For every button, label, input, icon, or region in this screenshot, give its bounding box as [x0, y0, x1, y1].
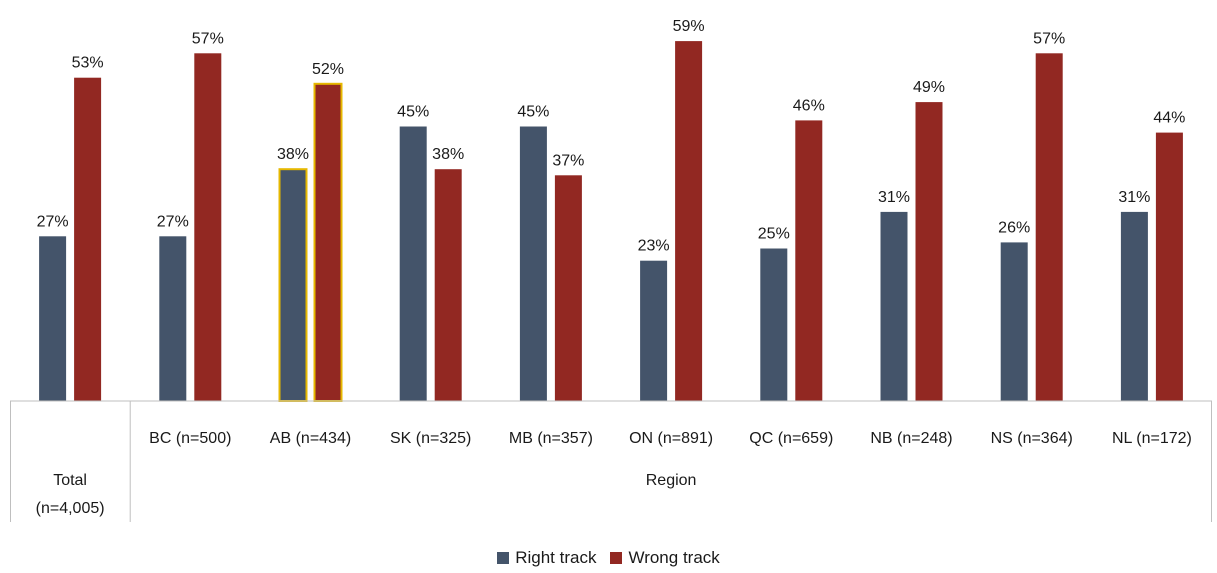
value-label-right-track-nb: 31% — [878, 189, 910, 206]
bar-wrong-track-ns — [1035, 53, 1063, 402]
bar-wrong-track-sk — [434, 169, 462, 401]
bar-right-track-qc — [760, 248, 788, 401]
value-label-wrong-track-nl: 44% — [1153, 110, 1185, 127]
bar-wrong-track-bc — [194, 53, 222, 402]
bar-right-track-nl — [1120, 211, 1148, 401]
value-label-right-track-ns: 26% — [998, 219, 1030, 236]
bar-right-track-ns — [1000, 242, 1028, 401]
tick-label-qc: QC (n=659) — [749, 430, 833, 447]
tick-label-ns: NS (n=364) — [991, 430, 1073, 447]
tick-label-sk: SK (n=325) — [390, 430, 471, 447]
value-label-right-track-sk: 45% — [397, 104, 429, 121]
legend-swatch-wrong-track — [610, 552, 623, 564]
value-label-right-track-qc: 25% — [758, 226, 790, 243]
value-label-right-track-bc: 27% — [157, 213, 189, 230]
value-label-right-track-on: 23% — [638, 238, 670, 255]
category-axis-table: Total (n=4,005) BC (n=500) AB (n=434) SK (n=… — [10, 400, 1212, 522]
tick-label-mb: MB (n=357) — [509, 430, 593, 447]
group-label-region: Region — [646, 472, 697, 489]
bar-chart: 27% 53% 27% 57% 38% 52% 45% 38% 45% 37% 23% 59% 25% 4… — [10, 18, 1212, 522]
bar-right-track-bc — [159, 236, 187, 401]
bar-wrong-track-nl — [1155, 132, 1183, 401]
bar-wrong-track-qc — [795, 120, 823, 402]
bar-right-track-nb — [880, 211, 908, 401]
value-label-wrong-track-mb: 37% — [552, 152, 584, 169]
value-label-right-track-mb: 45% — [517, 104, 549, 121]
value-label-wrong-track-ns: 57% — [1033, 30, 1065, 47]
legend-label-wrong-track: Wrong track — [628, 548, 720, 567]
tick-label-total-line-2: (n=4,005) — [36, 500, 105, 517]
bar-wrong-track-ab — [313, 82, 343, 403]
legend-label-right-track: Right track — [515, 548, 597, 567]
value-label-wrong-track-ab: 52% — [312, 61, 344, 78]
bar-right-track-ab — [278, 168, 308, 402]
value-label-wrong-track-total: 53% — [72, 55, 104, 72]
tick-label-nl: NL (n=172) — [1112, 430, 1192, 447]
tick-label-bc: BC (n=500) — [149, 430, 231, 447]
bar-right-track-sk — [399, 126, 427, 401]
bar-wrong-track-mb — [554, 175, 582, 401]
value-labels-group: 27% 53% 27% 57% 38% 52% 45% 38% 45% 37% 23% 59% 25% 4… — [37, 18, 1186, 255]
value-label-right-track-ab: 38% — [277, 146, 309, 163]
value-label-wrong-track-sk: 38% — [432, 146, 464, 163]
bar-right-track-mb — [519, 126, 547, 401]
legend-item-wrong-track: Wrong track — [610, 548, 720, 568]
value-label-wrong-track-on: 59% — [673, 18, 705, 35]
bar-right-track-total — [39, 236, 67, 401]
value-label-wrong-track-qc: 46% — [793, 97, 825, 114]
legend: Right track Wrong track — [0, 548, 1217, 568]
tick-label-on: ON (n=891) — [629, 430, 713, 447]
bar-wrong-track-on — [675, 41, 703, 401]
value-label-right-track-total: 27% — [37, 213, 69, 230]
tick-label-total-line-1: Total — [53, 472, 87, 489]
legend-swatch-right-track — [497, 552, 510, 564]
bar-wrong-track-nb — [915, 102, 943, 401]
tick-label-nb: NB (n=248) — [870, 430, 952, 447]
bar-wrong-track-total — [74, 77, 102, 401]
value-label-wrong-track-bc: 57% — [192, 30, 224, 47]
bar-right-track-on — [640, 260, 668, 401]
tick-label-ab: AB (n=434) — [270, 430, 351, 447]
value-label-wrong-track-nb: 49% — [913, 79, 945, 96]
value-label-right-track-nl: 31% — [1118, 189, 1150, 206]
legend-item-right-track: Right track — [497, 548, 596, 568]
bars-group — [39, 41, 1183, 403]
